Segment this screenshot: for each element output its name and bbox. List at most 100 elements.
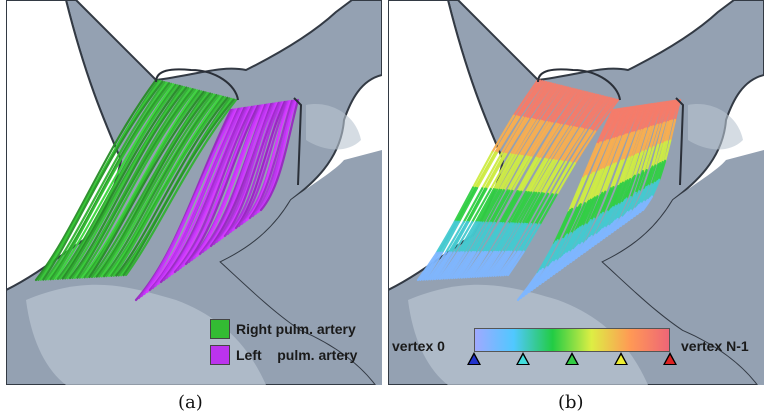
fiber-segment	[546, 87, 572, 124]
fiber-segment	[475, 151, 498, 190]
fiber-segment	[489, 222, 510, 254]
fiber-segment	[453, 221, 474, 254]
fiber	[86, 90, 203, 279]
fiber-segment	[503, 117, 528, 155]
fiber-segment	[585, 141, 603, 177]
fiber-segment	[512, 78, 540, 117]
fiber-segment	[453, 186, 475, 223]
fiber-segment	[564, 243, 580, 268]
fiber-segment	[487, 250, 508, 278]
fiber-segment	[517, 157, 539, 193]
fiber-segment	[546, 160, 568, 195]
fiber-segment	[498, 222, 518, 253]
fiber-segment	[507, 190, 528, 225]
fiber-segment	[644, 125, 655, 152]
fiber-segment	[561, 206, 579, 240]
legend-item-left-pulm-artery: Left pulm. artery	[210, 344, 382, 366]
fiber-segment	[594, 98, 620, 133]
fiber-segment	[604, 162, 617, 193]
fiber-segment	[634, 127, 646, 156]
fiber-segment	[477, 250, 497, 278]
fiber-segment	[421, 251, 441, 281]
vessel-lower-right	[603, 150, 764, 385]
fiber-segment	[614, 106, 631, 140]
fiber-segment	[641, 125, 652, 153]
fiber-segment	[431, 251, 452, 281]
fiber-segment	[480, 250, 499, 278]
fiber-segment	[571, 174, 588, 210]
fiber-segment	[602, 186, 615, 214]
fiber	[184, 104, 259, 266]
bundle-end-outline	[293, 97, 303, 186]
fiber-segment	[506, 155, 528, 192]
fiber-segment	[571, 223, 588, 252]
legend-swatch-left	[210, 345, 230, 365]
right-pulm-artery-bundle	[34, 78, 238, 282]
fiber-segment	[474, 221, 493, 254]
colorbar-marker-3	[614, 352, 628, 365]
bundle-end-outline	[675, 97, 685, 186]
fiber-segment	[576, 173, 592, 209]
fiber	[39, 80, 162, 281]
fiber-segment	[600, 108, 619, 144]
fiber-segment	[620, 178, 632, 204]
fiber-segment	[549, 88, 576, 124]
fiber-segment	[620, 131, 634, 162]
fiber-segment	[435, 220, 456, 254]
legend-swatch-right	[210, 319, 230, 339]
legend-label-left: Left pulm. artery	[236, 347, 358, 363]
fiber-segment	[511, 191, 531, 225]
fiber-segment	[457, 221, 477, 254]
fiber-segment	[525, 267, 544, 296]
fiber-segment	[610, 107, 626, 141]
fiber-segment	[525, 120, 549, 158]
fiber-segment	[584, 195, 599, 226]
fiber	[157, 107, 244, 286]
fiber-segment	[460, 221, 481, 254]
fiber-segment	[612, 158, 625, 189]
fiber-segment	[504, 222, 524, 253]
fiber	[95, 92, 212, 278]
fiber-segment	[536, 84, 563, 122]
fiber-segment	[490, 189, 511, 224]
fiber-segment	[608, 216, 623, 236]
fiber	[259, 98, 300, 212]
fiber-segment	[587, 168, 602, 202]
fiber-segment	[522, 269, 542, 298]
fiber-segment	[519, 223, 538, 253]
fiber-segment	[526, 192, 545, 226]
fiber-segment	[555, 126, 579, 162]
fiber-segment	[565, 91, 591, 127]
fiber-segment	[484, 222, 503, 254]
fiber-segment	[589, 140, 606, 177]
vertex-colorbar-legend: vertex 0 vertex N-1	[388, 320, 764, 380]
vessel-light-region-right	[306, 104, 361, 150]
fiber-segment	[555, 232, 573, 262]
fiber-segment	[494, 115, 519, 154]
fiber-segment	[530, 158, 552, 194]
fiber-segment	[498, 190, 519, 225]
fiber	[66, 85, 186, 280]
fiber	[196, 104, 265, 258]
fiber-segment	[494, 222, 514, 253]
fiber	[98, 93, 214, 278]
fiber-segment	[625, 174, 636, 200]
fiber	[105, 94, 220, 278]
fiber-segment	[659, 141, 667, 165]
fiber	[88, 90, 205, 279]
fiber-segment	[566, 92, 594, 128]
fiber-segment	[616, 197, 628, 221]
fiber-segment	[528, 266, 549, 294]
fiber-segment	[533, 84, 561, 121]
fiber-segment	[575, 94, 602, 129]
fiber-segment	[637, 103, 652, 132]
fiber-segment	[643, 183, 654, 203]
fiber-segment	[443, 251, 463, 280]
fiber-segment	[636, 127, 648, 156]
fiber-segment	[470, 250, 489, 279]
fiber-segment	[530, 122, 554, 159]
fiber-segment	[476, 188, 497, 224]
fiber-segment	[545, 237, 564, 269]
fiber-segment	[612, 106, 629, 140]
fiber-segment	[498, 154, 521, 191]
